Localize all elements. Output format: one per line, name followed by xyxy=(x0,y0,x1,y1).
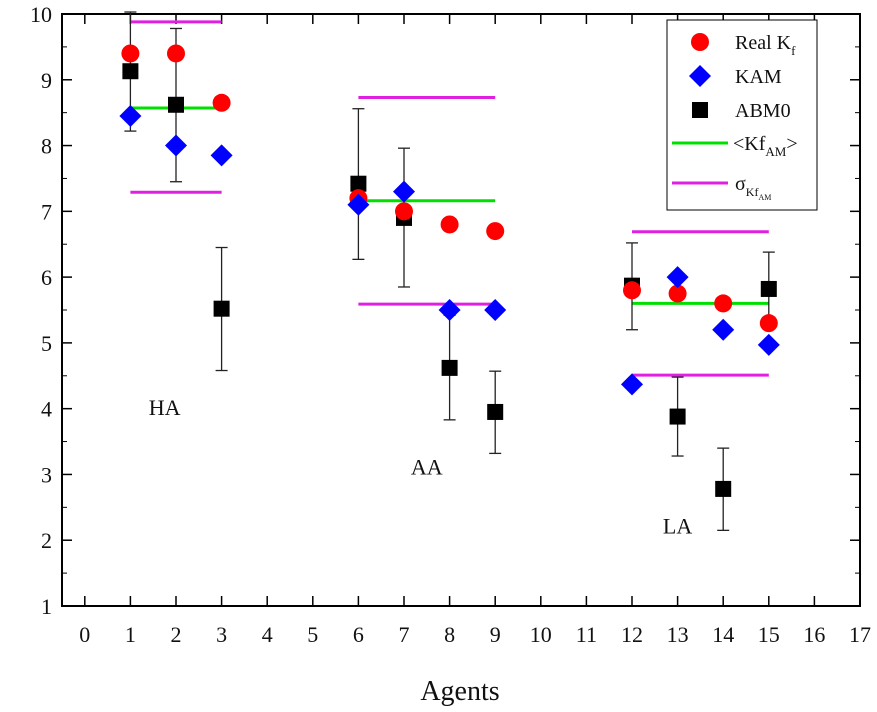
data-markers xyxy=(119,44,780,497)
real-kf-point-x9 xyxy=(486,222,505,241)
x-tick-label-1: 1 xyxy=(125,622,136,647)
legend-abm0-label: ABM0 xyxy=(735,100,791,122)
y-tick-label-2: 2 xyxy=(41,528,52,553)
kam-point-x7 xyxy=(393,180,415,203)
x-tick-label-15: 15 xyxy=(758,622,780,647)
abm0-point-x13 xyxy=(669,408,686,425)
real-kf-point-x8 xyxy=(440,215,459,234)
x-tick-label-5: 5 xyxy=(307,622,318,647)
real-kf-point-x14 xyxy=(714,294,733,313)
x-tick-label-7: 7 xyxy=(399,622,410,647)
y-tick-label-7: 7 xyxy=(41,199,52,224)
kam-point-x13 xyxy=(666,266,689,289)
x-tick-label-12: 12 xyxy=(621,622,643,647)
legend-kam-label: KAM xyxy=(735,66,782,88)
real-kf-point-x15 xyxy=(759,314,778,333)
x-tick-label-6: 6 xyxy=(353,622,364,647)
kam-point-x8 xyxy=(438,299,461,321)
x-tick-label-10: 10 xyxy=(530,622,552,647)
abm0-point-x1 xyxy=(122,63,139,80)
y-tick-label-3: 3 xyxy=(41,462,52,487)
x-tick-label-0: 0 xyxy=(79,622,90,647)
kam-point-x14 xyxy=(712,318,735,341)
real-kf-point-x12 xyxy=(623,281,641,300)
kam-point-x1 xyxy=(119,104,142,127)
y-tick-label-6: 6 xyxy=(41,265,52,290)
abm0-point-x15 xyxy=(760,280,777,297)
legend: Real Kf KAM ABM0 <KfAM> σKfAM xyxy=(666,19,818,211)
x-tick-label-3: 3 xyxy=(216,622,227,647)
abm0-point-x8 xyxy=(441,359,458,376)
abm0-point-x2 xyxy=(168,96,184,113)
real-kf-point-x7 xyxy=(395,202,413,221)
group-label-la: LA xyxy=(663,514,692,539)
real-kf-point-x2 xyxy=(167,44,185,63)
group-annotations: HA AA LA xyxy=(149,395,693,538)
x-tick-label-9: 9 xyxy=(490,622,501,647)
legend-abm0-marker xyxy=(692,102,708,118)
y-tick-label-9: 9 xyxy=(41,68,52,93)
abm0-point-x6 xyxy=(350,175,367,192)
x-tick-label-13: 13 xyxy=(667,622,689,647)
legend-mean-label: <KfAM> xyxy=(733,133,798,159)
x-tick-label-11: 11 xyxy=(576,622,597,647)
y-tick-label-8: 8 xyxy=(41,134,52,159)
kam-point-x12 xyxy=(621,373,643,396)
x-tick-label-4: 4 xyxy=(262,622,273,647)
y-tick-label-5: 5 xyxy=(41,331,52,356)
kam-point-x15 xyxy=(757,333,780,356)
x-tick-label-16: 16 xyxy=(803,622,825,647)
group-lines xyxy=(130,20,769,377)
abm0-point-x3 xyxy=(213,300,230,317)
y-tick-label-4: 4 xyxy=(41,397,52,422)
legend-kam-marker xyxy=(689,65,711,87)
group-label-aa: AA xyxy=(411,454,443,479)
x-tick-label-2: 2 xyxy=(171,622,182,647)
kam-point-x6 xyxy=(347,193,370,216)
group-label-ha: HA xyxy=(149,395,181,420)
kam-point-x9 xyxy=(484,299,507,321)
x-tick-label-14: 14 xyxy=(712,622,734,647)
y-tick-label-10: 10 xyxy=(30,2,52,27)
kam-point-x2 xyxy=(165,134,187,157)
real-kf-point-x13 xyxy=(668,284,687,303)
x-tick-label-8: 8 xyxy=(444,622,455,647)
y-tick-label-1: 1 xyxy=(41,594,52,619)
abm0-point-x14 xyxy=(715,480,732,497)
legend-real-kf-label: Real Kf xyxy=(735,32,796,58)
legend-real-kf-marker xyxy=(691,33,709,51)
x-axis-title: Agents xyxy=(420,676,499,707)
legend-sigma-label: σKfAM xyxy=(735,173,771,202)
real-kf-point-x3 xyxy=(212,93,231,112)
kam-point-x3 xyxy=(210,144,233,167)
abm0-point-x9 xyxy=(487,403,504,420)
x-tick-label-17: 17 xyxy=(849,622,871,647)
real-kf-point-x1 xyxy=(121,44,140,63)
